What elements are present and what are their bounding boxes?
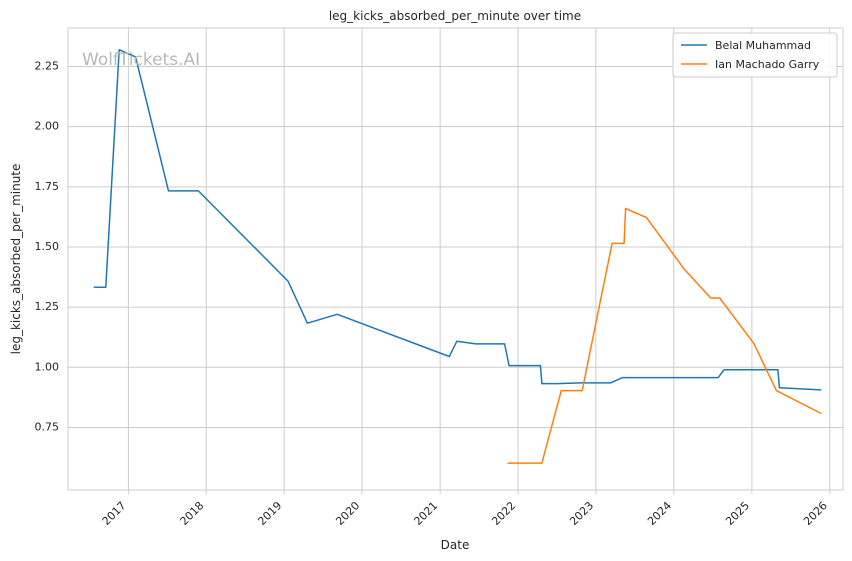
- x-tick-label: 2023: [567, 499, 596, 528]
- x-axis-ticks: 2017 2018 2019 2020 2021 2022 2023 2024 2025 2026: [100, 490, 831, 528]
- plot-frame: [67, 27, 844, 491]
- series-line-ian-machado-garry: [507, 207, 822, 464]
- grid-lines: [68, 28, 843, 490]
- legend-label-ian-machado-garry: Ian Machado Garry: [715, 58, 820, 71]
- y-tick-label: 0.75: [35, 420, 60, 433]
- x-tick-label: 2020: [333, 499, 362, 528]
- y-tick-label: 2.00: [35, 120, 60, 133]
- x-tick-label: 2025: [723, 499, 752, 528]
- y-tick-label: 1.00: [35, 360, 60, 373]
- series-lines: [93, 48, 822, 464]
- x-tick-label: 2026: [801, 499, 830, 528]
- y-tick-label: 2.25: [35, 60, 60, 73]
- legend-box: [672, 32, 838, 78]
- legend: Belal Muhammad Ian Machado Garry: [672, 32, 838, 78]
- y-tick-label: 1.75: [35, 180, 60, 193]
- y-axis-title: leg_kicks_absorbed_per_minute: [9, 164, 23, 355]
- series-line-belal-muhammad: [93, 48, 822, 391]
- x-tick-label: 2018: [178, 499, 207, 528]
- chart-title: leg_kicks_absorbed_per_minute over time: [329, 9, 581, 23]
- x-tick-label: 2019: [255, 499, 284, 528]
- legend-label-belal-muhammad: Belal Muhammad: [715, 39, 811, 52]
- x-tick-label: 2021: [411, 499, 440, 528]
- x-tick-label: 2017: [100, 499, 129, 528]
- y-tick-label: 1.25: [35, 300, 60, 313]
- x-axis-title: Date: [441, 538, 470, 552]
- y-axis-ticks: 0.75 1.00 1.25 1.50 1.75 2.00 2.25: [35, 60, 60, 434]
- plot-area: [68, 28, 843, 490]
- watermark: WolfTickets.AI: [82, 50, 200, 70]
- x-tick-label: 2022: [489, 499, 518, 528]
- y-tick-label: 1.50: [35, 240, 60, 253]
- x-tick-label: 2024: [645, 499, 674, 528]
